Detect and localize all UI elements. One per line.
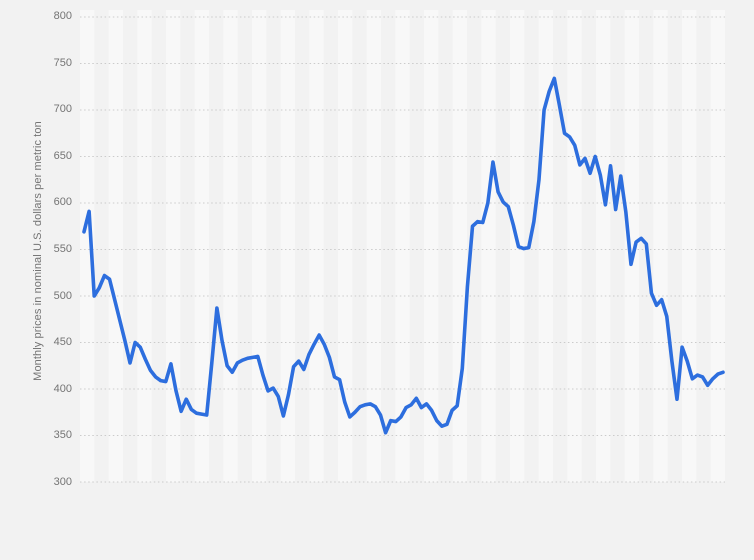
background-stripe	[338, 10, 353, 482]
background-stripe	[682, 10, 697, 482]
background-stripe	[252, 10, 267, 482]
background-stripe	[624, 10, 639, 482]
background-stripe	[653, 10, 668, 482]
background-stripe	[596, 10, 611, 482]
y-tick-label: 800	[53, 10, 72, 22]
background-stripe	[194, 10, 209, 482]
background-stripe	[137, 10, 152, 482]
background-stripe	[366, 10, 381, 482]
background-stripe	[166, 10, 181, 482]
y-tick-label: 500	[53, 290, 72, 302]
background-stripe	[223, 10, 238, 482]
background-stripe	[80, 10, 95, 482]
background-stripe	[424, 10, 439, 482]
y-tick-label: 550	[53, 243, 72, 255]
background-stripe	[481, 10, 496, 482]
background-stripe	[538, 10, 553, 482]
y-tick-label: 450	[53, 336, 72, 348]
y-tick-label: 750	[53, 57, 72, 69]
background-stripe	[710, 10, 725, 482]
y-tick-label: 400	[53, 383, 72, 395]
y-tick-label: 650	[53, 150, 72, 162]
y-tick-label: 350	[53, 429, 72, 441]
background-stripe	[280, 10, 295, 482]
background-stripe	[452, 10, 467, 482]
y-tick-label: 600	[53, 196, 72, 208]
background-stripe	[567, 10, 582, 482]
background-stripe	[309, 10, 324, 482]
background-stripe	[108, 10, 123, 482]
y-tick-label: 700	[53, 103, 72, 115]
background-stripe	[395, 10, 410, 482]
price-line[interactable]	[82, 76, 725, 435]
y-tick-label: 300	[53, 476, 72, 488]
